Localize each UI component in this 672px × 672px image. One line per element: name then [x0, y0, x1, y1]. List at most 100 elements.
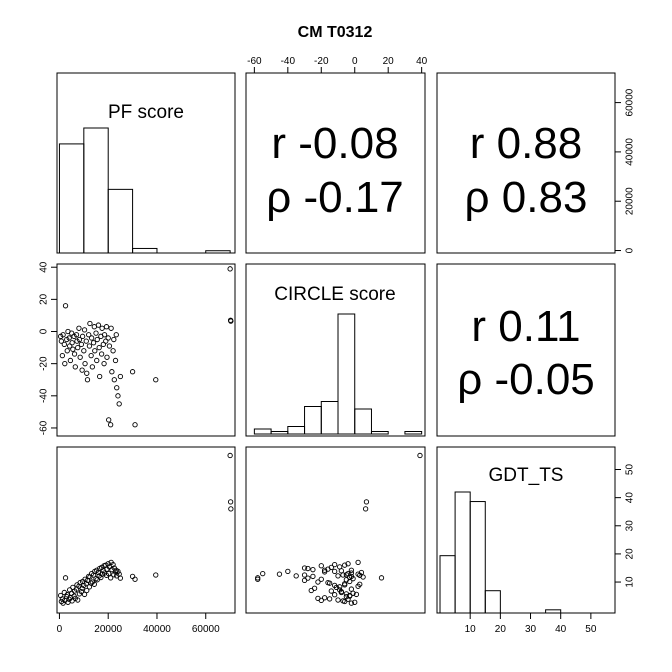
- top-axis-circle-tick-label-0: -60: [247, 56, 262, 67]
- point-pf-circle-75: [153, 377, 159, 383]
- point-circle-gdt-69: [293, 573, 299, 579]
- point-pf-circle-40: [90, 340, 97, 346]
- point-circle-gdt-11: [337, 587, 343, 593]
- point-pf-circle-56: [103, 324, 110, 330]
- point-pf-circle-57: [104, 354, 110, 360]
- point-pf-circle-2: [59, 352, 66, 359]
- right-axis-pf-tick-label-1: 20000: [625, 187, 636, 215]
- point-pf-gdt-31: [83, 581, 89, 587]
- point-circle-gdt-53: [318, 563, 324, 569]
- chart-title: CM T0312: [298, 24, 373, 41]
- point-circle-gdt-41: [357, 581, 363, 587]
- point-circle-gdt-73: [310, 573, 316, 580]
- point-pf-gdt-14: [69, 598, 75, 604]
- point-pf-circle-29: [81, 327, 88, 333]
- point-pf-gdt-77: [227, 499, 234, 505]
- panel-circle-hist: [245, 263, 426, 437]
- point-pf-circle-63: [109, 369, 115, 375]
- point-pf-gdt-59: [106, 570, 112, 577]
- point-pf-circle-26: [79, 367, 85, 373]
- point-pf-circle-3: [60, 332, 66, 338]
- point-pf-circle-31: [83, 338, 89, 344]
- bottom-axis-pf-tick-label-1: 20000: [94, 624, 122, 635]
- left-axis-circle-tick-label-1: 20: [39, 293, 50, 305]
- point-pf-gdt-41: [91, 581, 97, 587]
- panel-corr-circle-gdt: [436, 263, 616, 437]
- point-pf-circle-17: [71, 351, 78, 357]
- point-circle-gdt-78: [362, 506, 369, 512]
- point-circle-gdt-25: [338, 588, 345, 595]
- point-pf-circle-78: [228, 318, 234, 324]
- point-pf-circle-70: [115, 393, 121, 399]
- hist-bar-circle-9: [404, 431, 423, 435]
- point-pf-circle-69: [114, 385, 120, 391]
- point-pf-circle-15: [70, 346, 76, 352]
- point-pf-circle-6: [62, 303, 69, 309]
- point-pf-circle-48: [97, 373, 103, 380]
- hist-bar-circle-2: [287, 426, 306, 435]
- point-circle-gdt-39: [315, 579, 321, 585]
- bottom-axis-gdt-tick-label-2: 30: [525, 624, 537, 635]
- point-pf-circle-60: [106, 343, 113, 349]
- point-circle-gdt-66: [301, 565, 308, 571]
- point-pf-circle-28: [81, 348, 87, 354]
- point-pf-circle-32: [84, 370, 90, 376]
- point-circle-gdt-6: [378, 575, 385, 581]
- point-pf-circle-76: [227, 266, 233, 272]
- point-pf-circle-34: [86, 332, 92, 338]
- point-pf-gdt-43: [93, 576, 99, 582]
- point-circle-gdt-23: [343, 591, 350, 597]
- point-circle-gdt-29: [353, 591, 360, 598]
- hist-bar-circle-5: [337, 313, 356, 435]
- point-circle-gdt-56: [357, 572, 363, 578]
- point-circle-gdt-77: [363, 499, 370, 505]
- corr-r-pf-circle: r -0.08: [271, 119, 398, 168]
- point-pf-circle-1: [58, 338, 65, 344]
- hist-bar-pf-6: [205, 250, 231, 254]
- right-axis-gdt-tick-label-3: 40: [625, 492, 636, 504]
- left-axis-circle-tick-label-3: -20: [39, 356, 50, 371]
- point-pf-circle-50: [98, 351, 105, 357]
- gdt-ts-label: GDT_TS: [489, 465, 564, 486]
- point-pf-circle-65: [111, 336, 117, 343]
- point-pf-gdt-74: [132, 576, 138, 582]
- point-pf-circle-53: [101, 361, 107, 367]
- point-pf-gdt-6: [62, 575, 69, 581]
- corr-r-pf-gdt: r 0.88: [470, 119, 583, 168]
- top-axis-circle-tick-label-1: -40: [281, 56, 296, 67]
- point-pf-circle-12: [67, 357, 74, 364]
- hist-bar-circle-6: [354, 408, 372, 435]
- right-axis-pf-tick-label-2: 40000: [625, 138, 636, 166]
- point-pf-circle-24: [77, 354, 83, 360]
- point-pf-circle-23: [76, 336, 83, 343]
- pf-score-label: PF score: [108, 102, 184, 123]
- point-circle-gdt-55: [342, 562, 348, 568]
- hist-bar-circle-0: [253, 428, 272, 435]
- point-circle-gdt-74: [255, 576, 261, 582]
- point-pf-gdt-25: [78, 588, 85, 595]
- point-pf-circle-22: [76, 325, 82, 331]
- point-circle-gdt-67: [321, 569, 328, 575]
- point-pf-circle-64: [110, 348, 116, 354]
- point-pf-gdt-49: [98, 574, 104, 581]
- point-circle-gdt-21: [335, 597, 341, 603]
- point-pf-circle-18: [72, 364, 78, 370]
- point-pf-circle-67: [112, 357, 119, 364]
- point-circle-gdt-54: [348, 570, 355, 576]
- right-axis-pf-tick-label-3: 60000: [625, 88, 636, 116]
- hist-bar-pf-0: [58, 143, 85, 254]
- hist-bar-gdt-0: [439, 555, 456, 614]
- top-axis-circle-tick-label-5: 40: [416, 56, 428, 67]
- hist-bar-gdt-1: [454, 491, 471, 614]
- point-pf-circle-66: [111, 377, 117, 383]
- point-circle-gdt-63: [310, 567, 316, 573]
- hist-bar-pf-2: [107, 188, 134, 254]
- point-pf-circle-44: [94, 357, 100, 364]
- point-circle-gdt-42: [332, 568, 338, 575]
- left-axis-circle-tick-label-5: -60: [39, 420, 50, 435]
- point-pf-gdt-73: [129, 573, 136, 580]
- point-circle-gdt-35: [337, 584, 343, 590]
- panel-scatter-pf-gdt: [56, 446, 236, 614]
- left-axis-circle-tick-label-2: 0: [39, 328, 50, 334]
- corr-rho-circle-gdt: ρ -0.05: [457, 355, 595, 404]
